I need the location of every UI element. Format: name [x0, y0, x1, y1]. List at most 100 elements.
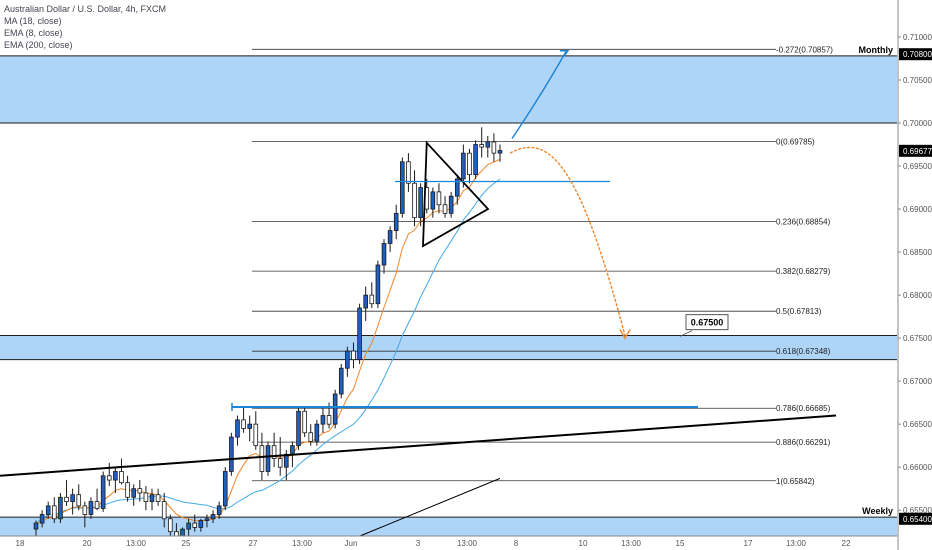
- ma18-line: [35, 178, 501, 524]
- x-tick-label: 22: [842, 539, 851, 548]
- candle: [345, 350, 350, 369]
- candle: [290, 445, 295, 455]
- projection-up-arrow: [560, 50, 570, 57]
- candle: [461, 152, 466, 180]
- fib-label: 0(0.69785): [776, 138, 815, 147]
- y-tick-label: 0.66000: [903, 463, 932, 472]
- candle: [216, 505, 222, 515]
- y-tick-label: 0.68500: [903, 248, 932, 257]
- x-tick-label: 13:00: [621, 539, 642, 548]
- time-axis[interactable]: 18 20 13:00 25 27 13:00 Jun 3 13:00 8 10 13:00 15 17 1…: [0, 535, 897, 550]
- candle: [265, 445, 271, 472]
- candle: [125, 482, 130, 498]
- candle: [314, 423, 320, 442]
- drawings-layer: 0.67500: [0, 50, 837, 537]
- x-tick-label: 13:00: [786, 539, 807, 548]
- candle: [253, 423, 259, 447]
- candle: [52, 505, 57, 520]
- candle: [168, 518, 173, 533]
- fib-label: 0.236(0.68854): [776, 218, 831, 227]
- candle: [33, 522, 39, 530]
- candle: [277, 458, 283, 468]
- x-tick-label: 18: [16, 539, 25, 548]
- candle: [64, 496, 69, 502]
- indicator-ma18[interactable]: MA (18, close): [4, 16, 62, 26]
- candle: [70, 494, 75, 502]
- candle: [436, 191, 442, 206]
- candle: [308, 432, 314, 442]
- projection-up-path: [511, 51, 567, 139]
- price-axis-bg: [898, 0, 932, 550]
- candle: [412, 182, 417, 219]
- candle: [204, 518, 210, 521]
- price-badge: [899, 512, 932, 525]
- candle: [296, 410, 301, 447]
- y-tick-label: 0.71000: [903, 33, 932, 42]
- x-tick-label: 13:00: [457, 539, 478, 548]
- triangle-pattern: [422, 140, 490, 248]
- x-tick-label: 15: [676, 539, 685, 548]
- candle: [229, 436, 234, 472]
- candle: [320, 415, 326, 425]
- candle: [161, 501, 167, 520]
- y-tick-label: 0.69500: [903, 162, 932, 171]
- callout-pointer: [679, 330, 693, 337]
- callout-box: [685, 314, 729, 331]
- candle: [235, 419, 240, 438]
- y-tick-label: 0.68000: [903, 291, 932, 300]
- x-tick-label: 13:00: [292, 539, 313, 548]
- candle: [363, 294, 368, 309]
- price-badge-text: 0.70800: [903, 50, 932, 59]
- fib-label: 0.618(0.67348): [776, 347, 831, 356]
- candle: [400, 161, 405, 214]
- x-tick-label: 27: [249, 539, 258, 548]
- trendline-weekly: [359, 477, 501, 537]
- callout-text: 0.67500: [691, 318, 724, 328]
- price-axis[interactable]: 0.65500 0.66000 0.66500 0.67000 0.67500 0.680…: [897, 0, 932, 550]
- price-badge: [899, 48, 932, 61]
- candle: [454, 178, 460, 197]
- candle: [473, 144, 478, 176]
- candle: [82, 505, 88, 515]
- x-tick-label: 13:00: [126, 539, 147, 548]
- zone-1: [0, 335, 897, 360]
- candle: [406, 161, 411, 184]
- candle: [94, 501, 100, 509]
- candle: [332, 393, 338, 425]
- y-tick-label: 0.65500: [903, 506, 932, 515]
- y-tick-label: 0.66500: [903, 420, 932, 429]
- x-tick-label: 3: [416, 539, 421, 548]
- candle: [467, 152, 472, 176]
- candle: [448, 195, 454, 214]
- trendline-support: [0, 414, 837, 477]
- x-tick-label: 10: [579, 539, 588, 548]
- price-badge: [899, 144, 932, 157]
- candle: [155, 494, 161, 502]
- candle: [149, 494, 155, 502]
- price-badge-text: 0.69677: [903, 147, 932, 156]
- indicator-ema8[interactable]: EMA (8, close): [4, 28, 63, 38]
- y-tick-label: 0.67500: [903, 334, 932, 343]
- candle: [210, 514, 216, 520]
- candle: [351, 350, 356, 361]
- candle: [491, 141, 497, 154]
- candle: [387, 230, 393, 244]
- x-tick-label: Jun: [345, 539, 358, 548]
- candle: [192, 522, 198, 528]
- time-axis-bg: [0, 536, 897, 550]
- y-tick-label: 0.70000: [903, 119, 932, 128]
- zones-layer: Monthly Weekly: [0, 45, 897, 537]
- indicator-ema200[interactable]: EMA (200, close): [4, 40, 73, 50]
- candle: [338, 367, 344, 395]
- x-tick-label: 17: [744, 539, 753, 548]
- price-badge-text: 0.65400: [903, 515, 932, 524]
- symbol-title: Australian Dollar / U.S. Dollar, 4h, FXC…: [4, 4, 167, 14]
- fib-label: 0.886(0.66291): [776, 438, 831, 447]
- candle: [100, 475, 106, 509]
- x-tick-label: 8: [514, 539, 519, 548]
- candle: [302, 410, 307, 434]
- zone-0: [0, 55, 897, 124]
- candle: [241, 419, 246, 429]
- candle: [131, 488, 136, 498]
